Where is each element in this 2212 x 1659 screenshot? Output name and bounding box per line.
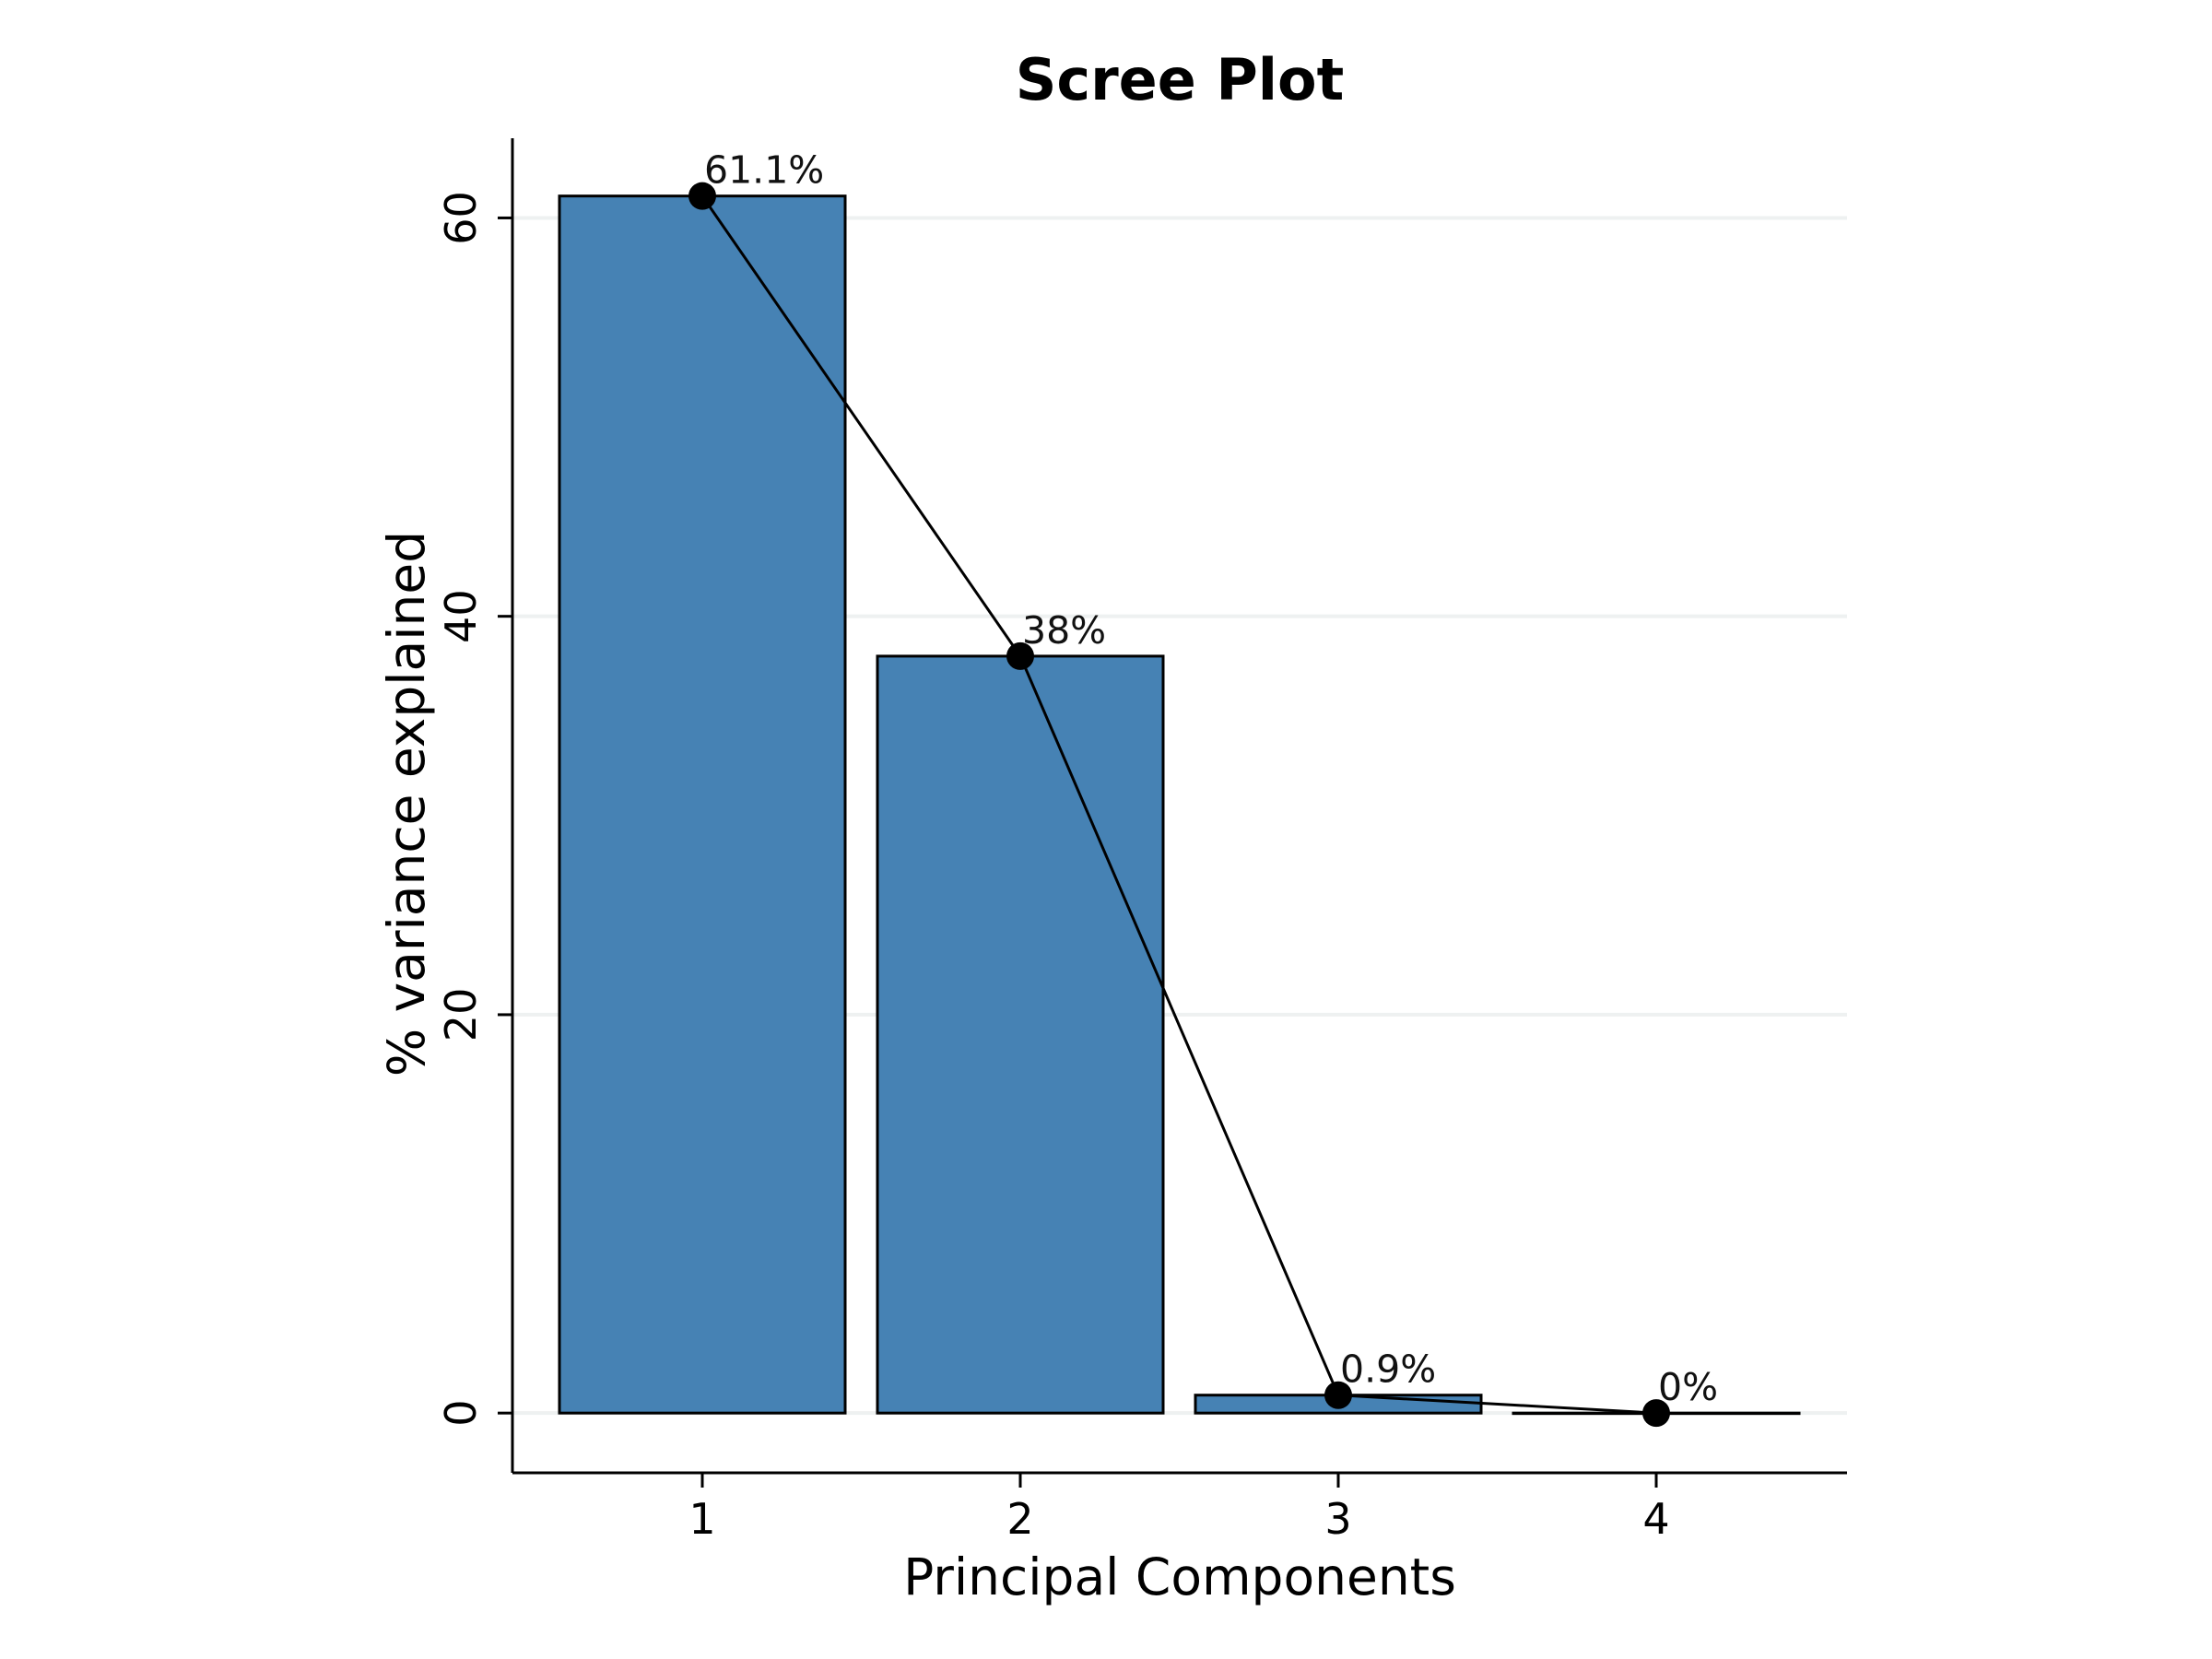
bars: [558, 194, 1801, 1416]
data-label-pc-1: 61.1%: [704, 148, 824, 193]
data-label-pc-4: 0%: [1658, 1365, 1718, 1409]
variance-points: [688, 182, 1670, 1428]
variance-line: [700, 194, 1657, 1415]
point-pc-2: [1006, 641, 1034, 670]
chart-title: Scree Plot: [1016, 46, 1345, 113]
variance-polyline: [700, 194, 1657, 1415]
bar-pc-1: [558, 194, 847, 1415]
data-labels: 61.1% 38% 0.9% 0%: [704, 148, 1718, 1409]
x-tick-label-2: 2: [1006, 1494, 1033, 1544]
data-label-pc-2: 38%: [1022, 608, 1106, 653]
x-axis-label: Principal Components: [903, 1547, 1456, 1606]
x-tick-label-1: 1: [688, 1494, 715, 1544]
x-tick-label-4: 4: [1642, 1494, 1669, 1544]
point-pc-3: [1324, 1381, 1352, 1409]
y-tick-label-60: 60: [436, 191, 486, 245]
x-tick-label-3: 3: [1324, 1494, 1351, 1544]
y-tick-label-0: 0: [436, 1400, 486, 1427]
y-ticks: 0 20 40 60: [436, 191, 512, 1427]
data-label-pc-3: 0.9%: [1340, 1347, 1436, 1392]
y-tick-label-20: 20: [436, 988, 486, 1042]
bar-pc-2: [876, 654, 1165, 1415]
point-pc-1: [688, 182, 716, 210]
x-ticks: 1 2 3 4: [688, 1473, 1670, 1544]
y-tick-label-40: 40: [436, 589, 486, 643]
y-axis-label: % variance explained: [377, 531, 436, 1077]
point-pc-4: [1642, 1399, 1670, 1428]
